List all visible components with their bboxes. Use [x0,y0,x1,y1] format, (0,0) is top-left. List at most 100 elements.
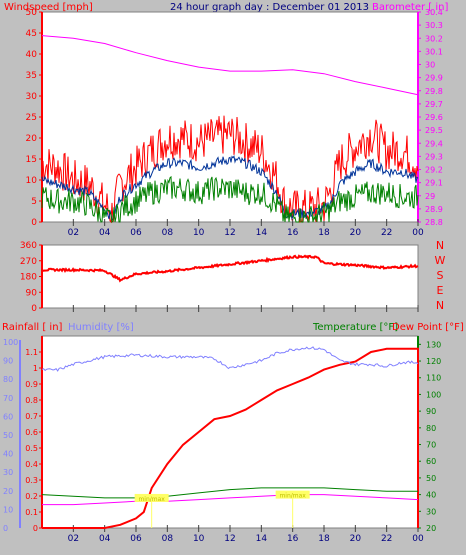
rainfall-label: Rainfall [ in] [2,322,63,333]
annotation-label: min/max [279,493,306,500]
x-tick-label: 20 [350,534,362,544]
baro-y-tick-label: 30.3 [425,21,443,30]
x-tick-label: 08 [162,534,174,544]
baro-y-tick-label: 30.1 [425,47,443,56]
rain-y-tick-label: 1.1 [25,348,38,357]
plot-area [41,335,419,529]
rain-y-tick-label: 0.1 [25,508,38,517]
wind-y-tick-label: 25 [26,113,37,123]
wind-y-tick-label: 10 [26,176,38,186]
x-tick-label: 08 [162,228,174,238]
annotation-box [134,493,169,502]
rain-y-tick-label: 0.6 [25,428,38,437]
wind-y-tick-label: 30 [26,92,38,102]
rain-y-tick-label: 0.5 [25,444,38,453]
baro-y-tick-label: 29.4 [425,139,443,148]
x-tick-label: 00 [412,534,424,544]
temperature-label: Temperature [°F] [312,322,398,333]
series-wind-direction [41,254,419,283]
baro-y-tick-label: 29.9 [425,74,443,83]
dir-y-tick-label: 270 [20,257,37,267]
temp-y-tick-label: 40 [426,491,436,500]
x-tick-label: 04 [99,534,111,544]
wind-y-tick-label: 15 [26,155,37,165]
wind-y-tick-label: 20 [26,134,38,144]
x-tick-label: 12 [224,534,235,544]
rain-y-tick-label: 0 [33,524,38,533]
temp-y-tick-label: 100 [426,390,441,399]
compass-label: N [436,239,444,252]
dir-y-tick-label: 180 [20,273,37,283]
humidity-y-tick-label: 20 [3,487,13,496]
x-tick-label: 02 [68,228,79,238]
x-tick-label: 04 [99,228,111,238]
annotation-label: min/max [138,496,165,503]
series-wind-speed [41,175,419,224]
baro-y-tick-label: 29.1 [425,179,443,188]
humidity-y-tick-label: 60 [3,412,13,421]
wind-y-tick-label: 0 [31,218,37,228]
rain-y-tick-label: 0.3 [25,476,38,485]
dir-y-tick-label: 90 [26,288,38,298]
compass-label: N [436,299,444,312]
wind-y-tick-label: 40 [26,50,38,60]
humidity-label: Humidity [%] [68,322,134,333]
x-tick-label: 22 [381,534,392,544]
rain-y-tick-label: 1 [33,364,38,373]
temp-y-tick-label: 30 [426,507,436,516]
x-tick-label: 18 [318,228,330,238]
x-tick-label: 14 [256,534,268,544]
baro-y-tick-label: 29.6 [425,113,443,122]
humidity-y-tick-label: 30 [3,468,13,477]
graph-title: 24 hour graph day : December 01 2013 [170,2,369,13]
temp-y-tick-label: 80 [426,424,436,433]
baro-y-tick-label: 29.8 [425,87,443,96]
humidity-y-tick-label: 50 [3,431,13,440]
temp-y-tick-label: 130 [426,340,441,349]
series-temperature [41,487,418,499]
x-tick-label: 20 [350,228,362,238]
baro-y-tick-label: 28.9 [425,205,443,214]
barometer-label: Barometer [ in] [372,2,448,13]
humidity-y-tick-label: 100 [3,338,18,347]
wind-panel: 0 5 10 15 20 25 30 35 40 45 50 28.8 28.9 29 29.1 29.2 29… [26,8,443,238]
series-wind-gust [41,115,419,224]
rain-y-tick-label: 0.8 [25,396,38,405]
compass-label: E [437,284,444,297]
baro-y-tick-label: 30 [425,61,435,70]
wind-y-tick-label: 5 [31,197,37,207]
x-tick-label: 14 [256,228,268,238]
baro-y-tick-label: 29 [425,192,435,201]
temp-y-tick-label: 120 [426,357,441,366]
series-rainfall [42,347,419,529]
plot-area [41,244,419,309]
rain-y-tick-label: 0.2 [25,492,38,501]
x-tick-label: 16 [287,228,299,238]
x-tick-label: 00 [412,228,424,238]
compass-label: W [435,254,446,267]
x-tick-label: 10 [193,228,205,238]
rain-y-tick-label: 0.4 [25,460,38,469]
annotation-box [275,490,310,499]
baro-y-tick-label: 30.2 [425,34,443,43]
series-barometer [41,35,419,96]
x-tick-label: 06 [130,534,142,544]
wind-y-tick-label: 35 [26,71,37,81]
baro-y-tick-label: 29.5 [425,126,443,135]
temp-y-tick-label: 70 [426,441,436,450]
humidity-y-tick-label: 10 [3,505,13,514]
temp-y-tick-label: 20 [426,524,436,533]
series-dew-point [42,494,419,506]
x-tick-label: 02 [68,534,79,544]
wind-y-tick-label: 45 [26,29,37,39]
temp-y-tick-label: 90 [426,407,436,416]
rain-y-tick-label: 0.7 [25,412,38,421]
dewpoint-label: Dew Point [°F] [392,322,464,333]
humidity-y-tick-label: 40 [3,450,13,459]
baro-y-tick-label: 29.3 [425,152,443,161]
x-tick-label: 16 [287,534,299,544]
x-tick-label: 18 [318,534,330,544]
temp-y-tick-label: 60 [426,457,436,466]
